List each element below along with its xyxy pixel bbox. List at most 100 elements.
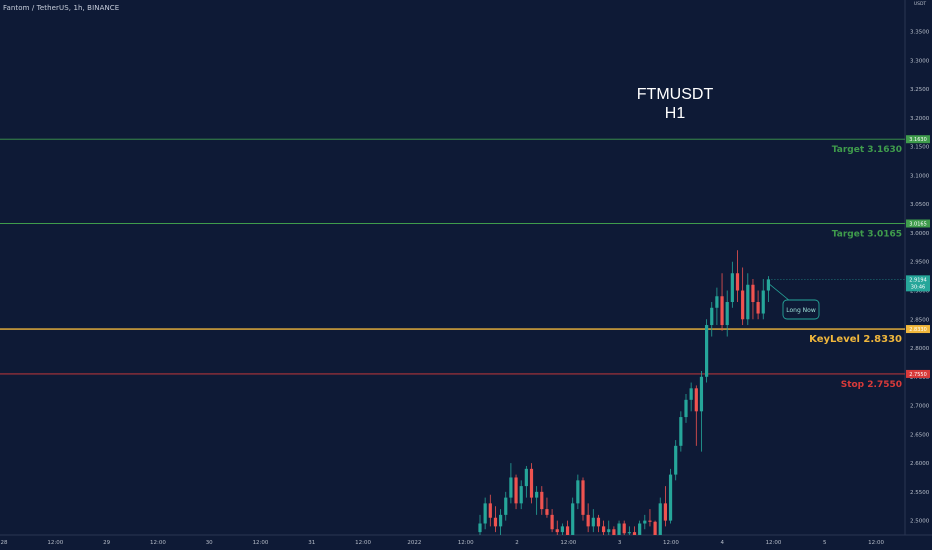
x-tick-label: 29	[103, 540, 110, 546]
level-badge	[906, 135, 930, 144]
candle-body	[756, 302, 760, 314]
level-label: Stop 2.7550	[841, 380, 902, 390]
level-label: KeyLevel 2.8330	[809, 334, 902, 345]
candle-body	[674, 445, 678, 475]
candle-body	[720, 296, 724, 326]
candle-body	[514, 477, 518, 504]
candle-body	[638, 523, 642, 535]
candle-body	[596, 517, 601, 527]
candle-body	[607, 529, 611, 533]
chart-timeframe: H1	[664, 105, 686, 122]
y-tick-label: 2.8000	[910, 346, 930, 352]
y-tick-label: 3.3500	[910, 30, 930, 36]
candle-body	[699, 376, 704, 412]
candle-body	[586, 514, 590, 527]
level-badge-label: 3.0165	[909, 221, 927, 227]
candle-body	[483, 503, 487, 524]
y-tick-label: 3.3000	[910, 58, 930, 64]
candle-body	[710, 307, 714, 326]
candle-body	[612, 529, 616, 535]
level-badge-label: 2.7550	[909, 372, 927, 378]
candle-body	[488, 503, 492, 518]
y-tick-label: 3.0000	[910, 231, 930, 237]
candle-body	[730, 273, 734, 303]
candle-body	[653, 521, 657, 535]
level-badge-label: 2.8330	[909, 327, 927, 333]
annotation-box	[782, 299, 820, 320]
candle-body	[529, 468, 534, 498]
candle-body	[550, 514, 554, 530]
chart-title: FTMUSDT	[636, 86, 714, 103]
y-tick-label: 2.6500	[910, 432, 930, 438]
symbol-info: Fantom / TetherUS, 1h, BINANCE	[3, 4, 120, 12]
level-badge-label: 3.1630	[909, 137, 927, 143]
y-tick-label: 3.1000	[910, 173, 930, 179]
x-tick-label: 30	[206, 540, 213, 546]
candle-body	[694, 388, 698, 412]
level-label: Target 3.0165	[832, 229, 902, 239]
candle-body	[545, 509, 549, 515]
candle-body	[761, 290, 765, 314]
candle-body	[591, 517, 595, 527]
candle-body	[617, 523, 621, 535]
candle-body	[576, 480, 580, 504]
y-tick-label: 2.6000	[910, 461, 930, 467]
y-tick-label: 3.0500	[910, 202, 930, 208]
candle-body	[751, 284, 755, 303]
currency-label: USDT	[913, 2, 927, 7]
candle-body	[571, 503, 575, 535]
x-tick-label: 12:00	[458, 540, 474, 546]
y-tick-label: 2.9500	[910, 260, 930, 266]
x-tick-label: 12:00	[253, 540, 269, 546]
annotation-pointer	[768, 283, 791, 302]
candle-body	[725, 302, 729, 326]
candle-body	[540, 491, 544, 510]
candle-body	[746, 284, 750, 320]
candle-body	[478, 523, 482, 533]
candle-body	[741, 290, 745, 320]
annotation-text: Long Now	[786, 307, 816, 314]
level-badge	[906, 325, 930, 334]
level-label: Target 3.1630	[832, 145, 902, 155]
x-tick-label: 2	[515, 540, 519, 546]
x-tick-label: 5	[823, 540, 827, 546]
x-tick-label: 28	[1, 540, 8, 546]
candle-body	[555, 529, 559, 533]
candle-body	[679, 417, 683, 446]
candle-body	[602, 526, 606, 533]
candle-body	[509, 477, 513, 498]
candle-body	[643, 520, 647, 524]
x-tick-label: 31	[308, 540, 315, 546]
candle-body	[524, 468, 528, 487]
x-tick-label: 12:00	[355, 540, 371, 546]
candle-body	[632, 532, 637, 535]
y-tick-label: 3.2500	[910, 87, 930, 93]
candle-body	[715, 296, 719, 308]
candle-body	[581, 480, 585, 515]
y-tick-label: 2.5500	[910, 490, 930, 496]
x-tick-label: 12:00	[47, 540, 63, 546]
candle-body	[766, 279, 770, 291]
candle-body	[668, 474, 673, 521]
candle-body	[658, 503, 662, 535]
candle-body	[735, 273, 740, 291]
candle-body	[560, 526, 564, 533]
candle-body	[627, 532, 631, 534]
y-tick-label: 2.8500	[910, 317, 930, 323]
x-tick-label: 12:00	[766, 540, 782, 546]
candle-body	[493, 517, 498, 527]
last-price-label: 2.9194	[909, 277, 927, 283]
x-tick-label: 12:00	[150, 540, 166, 546]
level-badge	[906, 369, 930, 378]
candle-body	[535, 491, 539, 498]
candle-body	[499, 514, 503, 527]
y-tick-label: 3.1500	[910, 145, 930, 151]
x-tick-label: 4	[720, 540, 724, 546]
y-tick-label: 2.9000	[910, 289, 930, 295]
x-tick-label: 12:00	[560, 540, 576, 546]
y-tick-label: 3.2000	[910, 116, 930, 122]
x-tick-label: 2022	[407, 540, 421, 546]
x-tick-label: 12:00	[663, 540, 679, 546]
candle-body	[504, 497, 508, 515]
